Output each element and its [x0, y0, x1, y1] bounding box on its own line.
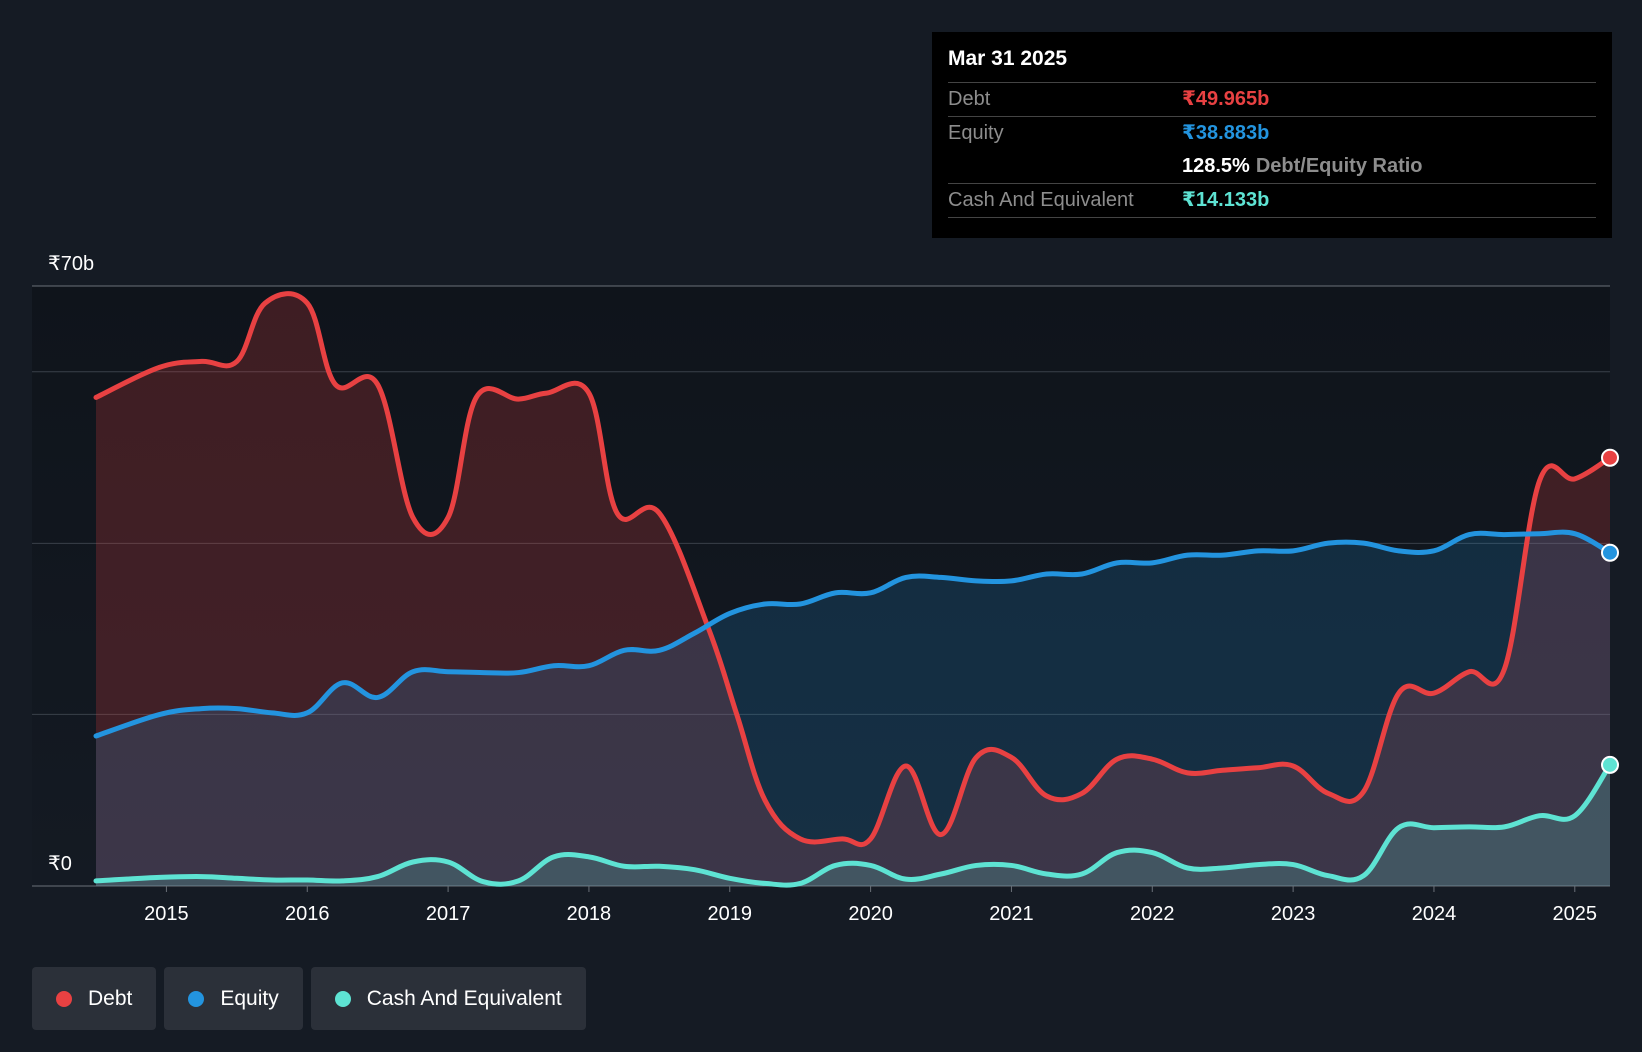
- debt-endpoint[interactable]: [1601, 448, 1619, 467]
- x-tick-label: 2021: [989, 903, 1034, 925]
- tooltip-date: Mar 31 2025: [948, 44, 1596, 83]
- equity-line: [93, 529, 1613, 739]
- tooltip-equity-label: Equity: [948, 122, 1004, 144]
- legend-label-cash: Cash And Equivalent: [366, 986, 562, 1010]
- series-lines: [93, 291, 1613, 888]
- y-tick-label-top: ₹70b: [48, 253, 94, 275]
- x-tick-label: 2025: [1553, 903, 1598, 925]
- series-areas: [96, 293, 1610, 886]
- series-endpoints[interactable]: [1601, 448, 1619, 774]
- legend-item-cash[interactable]: Cash And Equivalent: [310, 967, 586, 1030]
- x-tick-label: 2023: [1271, 903, 1316, 925]
- cash-endpoint[interactable]: [1601, 755, 1619, 774]
- x-tick-label: 2022: [1130, 903, 1175, 925]
- y-tick-label-bottom: ₹0: [48, 853, 72, 875]
- tooltip-row-cash: Cash And Equivalent ₹14.133b: [948, 184, 1596, 218]
- x-tick-label: 2017: [426, 903, 471, 925]
- equity-endpoint[interactable]: [1601, 543, 1619, 562]
- tooltip-row-equity: Equity ₹38.883b: [948, 117, 1596, 150]
- tooltip: Mar 31 2025 Debt ₹49.965b Equity ₹38.883…: [932, 32, 1612, 238]
- tooltip-debt-label: Debt: [948, 88, 991, 110]
- x-tick-label: 2018: [567, 903, 612, 925]
- equity-dot-icon: [188, 990, 205, 1007]
- x-tick-label: 2024: [1412, 903, 1457, 925]
- legend-label-equity: Equity: [220, 986, 279, 1010]
- legend-item-debt[interactable]: Debt: [32, 967, 157, 1030]
- x-tick-label: 2015: [144, 903, 189, 925]
- x-tick-label: 2019: [708, 903, 753, 925]
- tooltip-cash-value: ₹14.133b: [1182, 189, 1270, 211]
- tooltip-debt-value: ₹49.965b: [1182, 88, 1270, 110]
- tooltip-row-ratio: 128.5% Debt/Equity Ratio: [948, 150, 1596, 184]
- legend-item-equity[interactable]: Equity: [164, 967, 303, 1030]
- debt-dot-icon: [56, 990, 72, 1007]
- plot-area: [32, 286, 1610, 886]
- legend-label-debt: Debt: [88, 986, 133, 1010]
- x-tick-label: 2020: [848, 903, 893, 925]
- tooltip-row-debt: Debt ₹49.965b: [948, 83, 1596, 117]
- cash-area: [96, 764, 1610, 886]
- debt-area: [96, 293, 1610, 886]
- tooltip-cash-label: Cash And Equivalent: [948, 189, 1134, 211]
- equity-area: [96, 532, 1610, 886]
- tooltip-ratio-label: Debt/Equity Ratio: [1255, 155, 1423, 177]
- tooltip-equity-value: ₹38.883b: [1182, 122, 1270, 144]
- legend: Debt Equity Cash And Equivalent: [32, 967, 586, 1030]
- cash-line: [93, 762, 1613, 888]
- x-axis-ticks: 2015 2016 2017 2018 2019 2020 2021 2022 2023 2024…: [144, 886, 1597, 925]
- tooltip-ratio-value: 128.5%: [1182, 155, 1250, 177]
- debt-line: [93, 291, 1613, 848]
- x-tick-label: 2016: [285, 903, 330, 925]
- cash-dot-icon: [334, 990, 351, 1007]
